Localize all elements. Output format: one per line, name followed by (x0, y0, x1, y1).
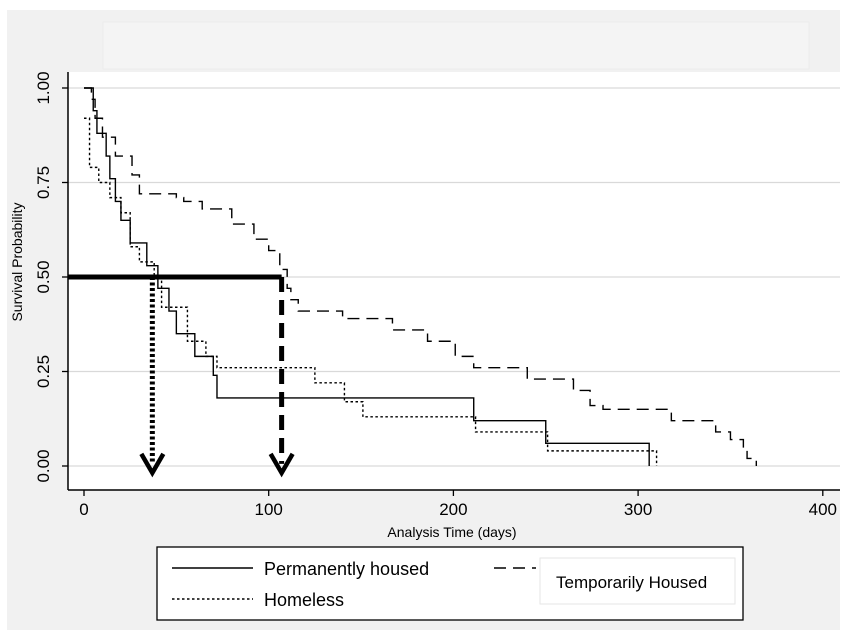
series-temporarily-housed (84, 87, 758, 466)
legend-label-temporarily-housed: Temporarily Housed (556, 573, 707, 592)
survival-curves (84, 87, 758, 466)
y-tick-label: 0.75 (34, 166, 53, 199)
title-area (102, 21, 810, 70)
x-tick-label: 100 (255, 500, 283, 519)
median-arrowhead (139, 452, 166, 478)
gridlines (68, 87, 840, 467)
median-annotations (68, 274, 295, 478)
legend-overlay-box (539, 557, 736, 605)
y-axis-title: Survival Probability (9, 202, 25, 321)
y-tick-label: 1.00 (34, 71, 53, 104)
x-axis-title: Analysis Time (days) (387, 524, 516, 540)
legend-label-homeless: Homeless (264, 590, 344, 610)
median-arrowhead (268, 452, 295, 478)
x-tick-label: 300 (624, 500, 652, 519)
x-tick-label: 400 (809, 500, 837, 519)
legend-label-permanently-housed: Permanently housed (264, 559, 429, 579)
axes: 0.00 0.25 0.50 0.75 1.00 0 100 200 300 400 (34, 71, 840, 519)
y-tick-label: 0.50 (34, 260, 53, 293)
series-homeless (84, 117, 658, 466)
series-permanently-housed (84, 87, 650, 466)
y-tick-label: 0.00 (34, 449, 53, 482)
x-tick-label: 0 (79, 500, 88, 519)
x-tick-label: 200 (439, 500, 467, 519)
legend: Permanently housed Homeless Temporarily … (156, 546, 744, 621)
y-tick-label: 0.25 (34, 355, 53, 388)
plot-region (68, 72, 840, 490)
